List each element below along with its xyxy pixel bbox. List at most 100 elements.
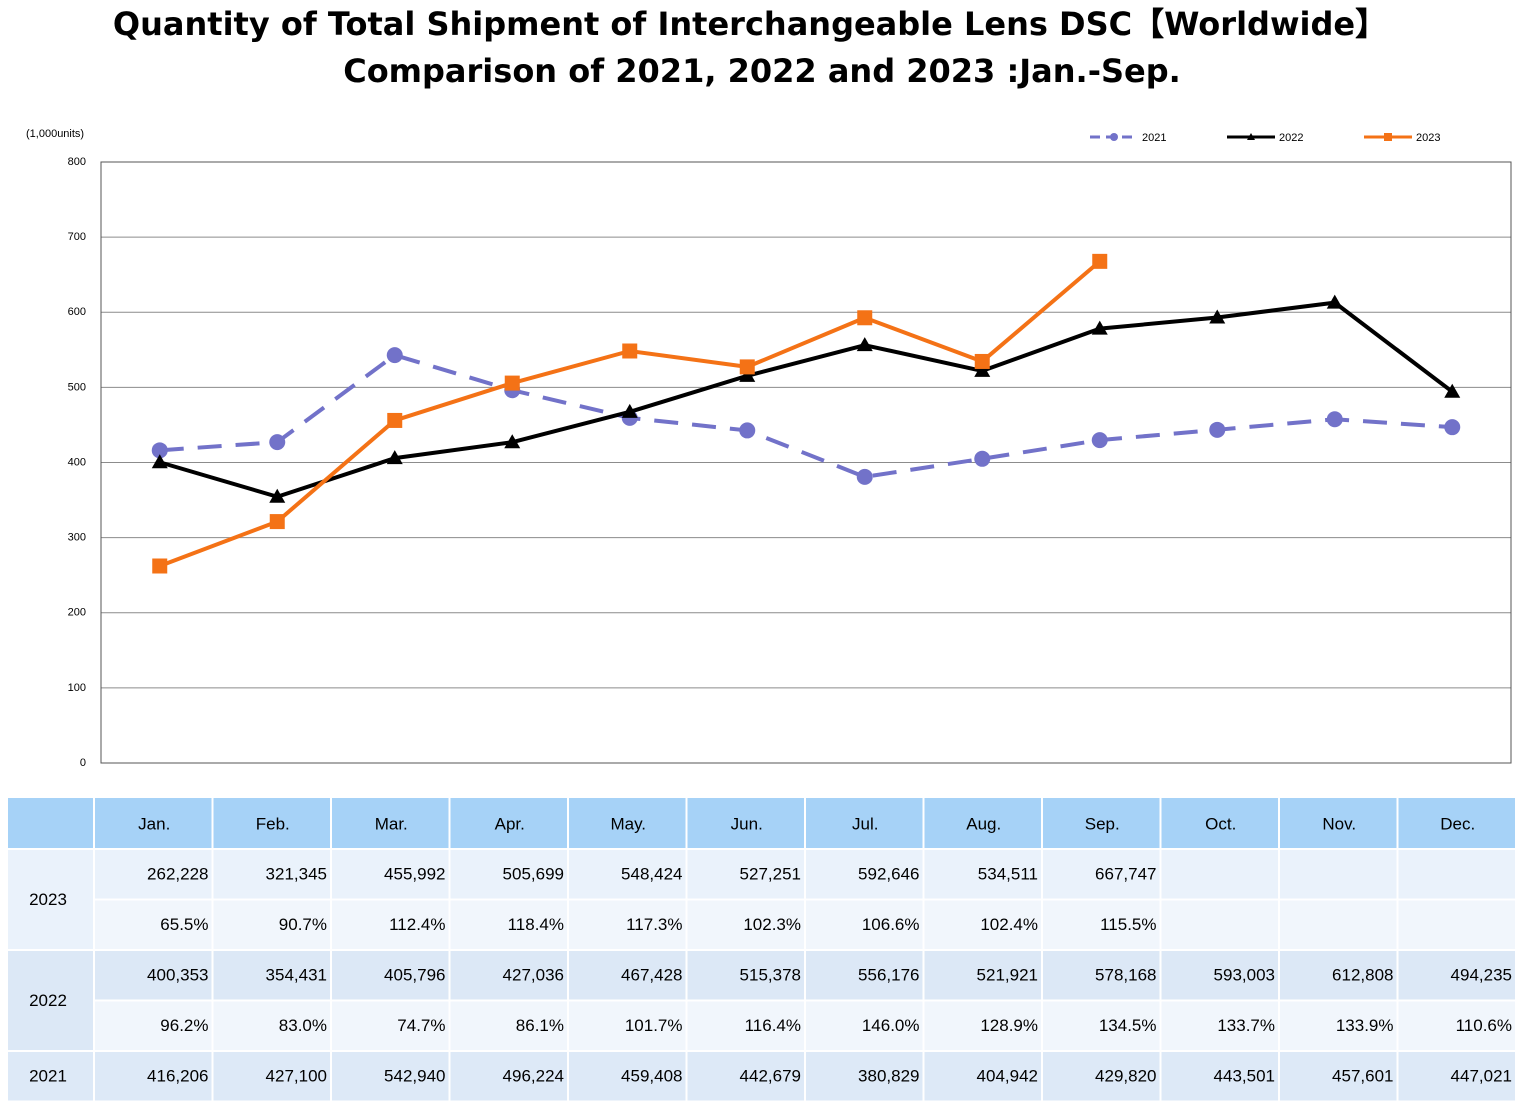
marker xyxy=(856,337,873,352)
marker xyxy=(739,422,756,439)
table-cell xyxy=(806,850,923,899)
marker xyxy=(974,450,991,467)
marker xyxy=(857,310,873,326)
table-cell xyxy=(1161,1001,1278,1050)
table-header-cell xyxy=(332,798,449,848)
table-cell xyxy=(95,951,212,1000)
marker xyxy=(621,403,638,418)
table-header-cell xyxy=(1280,798,1397,848)
column-header: May. xyxy=(610,814,646,833)
table-cell xyxy=(332,951,449,1000)
marker xyxy=(622,343,638,359)
table-header-cell xyxy=(1398,798,1515,848)
table-cell xyxy=(1280,1052,1397,1101)
column-header: Oct. xyxy=(1205,814,1236,833)
column-header: Dec. xyxy=(1440,814,1475,833)
table-header-cell xyxy=(450,798,567,848)
table-value: 427,036 xyxy=(503,966,564,985)
table-cell xyxy=(924,1052,1041,1101)
table-cell xyxy=(332,900,449,949)
table-header-cell xyxy=(1043,798,1160,848)
marker xyxy=(387,412,403,428)
table-value: 612,808 xyxy=(1332,966,1393,985)
table-cell xyxy=(332,850,449,899)
table-value: 262,228 xyxy=(147,865,208,884)
table-cell xyxy=(1043,900,1160,949)
table-cell xyxy=(569,1052,686,1101)
marker xyxy=(269,488,286,503)
table-cell xyxy=(806,900,923,949)
table-cell xyxy=(450,1001,567,1050)
table-value: 90.7% xyxy=(279,915,327,934)
table-value: 102.3% xyxy=(743,915,801,934)
column-header: Apr. xyxy=(495,814,525,833)
table-value: 134.5% xyxy=(1099,1016,1157,1035)
chart-subtitle: Comparison of 2021, 2022 and 2023 :Jan.-… xyxy=(343,52,1181,90)
table-header-cell xyxy=(687,798,804,848)
table-value: 74.7% xyxy=(397,1016,445,1035)
table-value: 429,820 xyxy=(1095,1067,1156,1086)
table-value: 146.0% xyxy=(862,1016,920,1035)
table-value: 117.3% xyxy=(626,915,682,934)
table-value: 115.5% xyxy=(1100,915,1156,934)
table-cell xyxy=(1043,850,1160,899)
table-header-cell xyxy=(924,798,1041,848)
y-unit-label: (1,000units) xyxy=(26,128,84,140)
table-value: 128.9% xyxy=(980,1016,1038,1035)
table-cell xyxy=(687,1052,804,1101)
legend-label: 2023 xyxy=(1416,132,1440,144)
table-header xyxy=(8,798,93,848)
column-header: Mar. xyxy=(375,814,408,833)
series-line xyxy=(159,353,1453,479)
table-cell xyxy=(1161,850,1278,899)
table-cell xyxy=(1280,900,1397,949)
marker xyxy=(1092,253,1108,269)
y-tick-label: 600 xyxy=(68,306,86,318)
marker xyxy=(1326,411,1343,428)
table-cell xyxy=(1161,1052,1278,1101)
table-cell xyxy=(569,1001,686,1050)
table-value: 96.2% xyxy=(160,1016,208,1035)
table-value: 521,921 xyxy=(977,966,1038,985)
table-value: 442,679 xyxy=(740,1067,801,1086)
table-value: 496,224 xyxy=(503,1067,564,1086)
table-cell xyxy=(450,850,567,899)
row-label-cell xyxy=(8,850,93,949)
table-cell xyxy=(924,850,1041,899)
marker xyxy=(1326,294,1343,309)
table-value: 380,829 xyxy=(858,1067,919,1086)
table-cell xyxy=(806,1001,923,1050)
marker xyxy=(386,450,403,465)
marker xyxy=(386,347,403,364)
table-cell xyxy=(332,1052,449,1101)
table-value: 400,353 xyxy=(147,966,208,985)
table-value: 457,601 xyxy=(1332,1067,1393,1086)
table-value: 667,747 xyxy=(1095,865,1156,884)
legend-marker xyxy=(1384,133,1392,141)
table-value: 118.4% xyxy=(508,915,564,934)
table-cell xyxy=(687,951,804,1000)
table-value: 86.1% xyxy=(516,1016,564,1035)
marker xyxy=(739,367,756,382)
column-header: Aug. xyxy=(966,814,1001,833)
y-tick-label: 200 xyxy=(68,607,86,619)
marker xyxy=(1209,421,1226,438)
table-value: 112.4% xyxy=(389,915,445,934)
column-header: Jul. xyxy=(852,814,878,833)
table-value: 354,431 xyxy=(266,966,327,985)
table-cell xyxy=(1161,900,1278,949)
marker xyxy=(856,468,873,485)
table-cell xyxy=(1280,951,1397,1000)
column-header: Feb. xyxy=(256,814,290,833)
table-value: 405,796 xyxy=(384,966,445,985)
table-cell xyxy=(213,951,330,1000)
marker xyxy=(1444,419,1461,436)
column-header: Jun. xyxy=(731,814,763,833)
legend-label: 2021 xyxy=(1142,132,1166,144)
table-cell xyxy=(569,850,686,899)
table-cell xyxy=(924,900,1041,949)
marker xyxy=(739,359,755,375)
table-value: 494,235 xyxy=(1451,966,1512,985)
table-cell xyxy=(569,951,686,1000)
